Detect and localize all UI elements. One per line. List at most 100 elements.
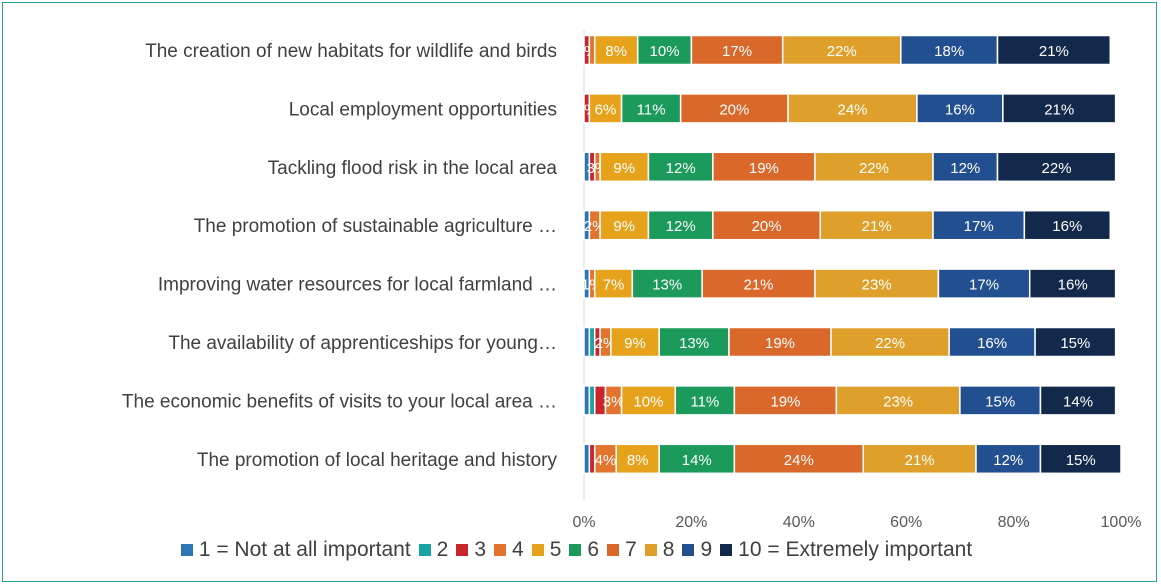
data-label: 23% [862,277,892,294]
legend-swatch [180,544,193,556]
bar-segment [620,385,677,416]
bar-segment [814,268,940,299]
bar-segment [900,34,999,66]
bar-segment [814,151,934,183]
category-label: The promotion of sustainable agriculture… [194,216,557,237]
bar-segment [733,385,838,416]
data-label: 17% [722,43,752,60]
data-label: 15% [1060,335,1090,352]
category-label: The creation of new habitats for wildlif… [145,41,557,62]
data-label: 11% [637,101,666,118]
legend-item: 1 = Not at all important [180,538,411,562]
bar-segment [588,385,596,416]
bar-segment [959,385,1042,416]
data-label: 12% [666,218,696,235]
data-label: 13% [652,277,682,294]
bar-segment [781,34,902,66]
data-label: 9% [613,160,635,177]
legend-swatch [682,544,695,556]
legend-item: 5 [531,538,562,562]
data-label: 19% [765,335,795,352]
bar-segment [690,34,784,66]
bar-segment [647,151,714,183]
legend-swatch [569,544,582,556]
legend-swatch [644,544,657,556]
bar-segment [1039,443,1122,475]
bar-segment [610,326,660,358]
legend-item: 10 = Extremely important [720,538,972,562]
data-label: 24% [784,452,814,469]
bar-segment [862,443,977,475]
bar-segment [712,151,816,183]
bar-segment [1023,209,1112,241]
data-label: 15% [1066,452,1096,469]
chart-legend: 1 = Not at all important 2 3 4 5 6 7 8 9 10 = Ext… [0,538,1161,562]
data-label: 16% [945,101,975,118]
bar-segment [975,443,1042,475]
bar-segment [1028,268,1117,299]
bar-segment [599,209,650,241]
bar-segment [712,209,822,241]
data-label: 17% [969,277,999,294]
data-label: 22% [875,335,905,352]
bar-segment [588,34,596,66]
legend-swatch [418,544,431,556]
bar-segment [701,268,816,299]
bar-segment [996,151,1117,183]
data-label: 9% [624,335,646,352]
data-label: 15% [985,393,1015,410]
bar-segment [937,268,1031,299]
bar-segment [593,268,634,299]
data-label: 23% [883,393,913,410]
data-label: 8% [605,43,627,60]
data-label: 21% [862,218,892,235]
legend-label: 4 [512,538,524,561]
category-label: Tackling flood risk in the local area [268,158,558,179]
data-label: 21% [1044,101,1074,118]
data-label: 11% [690,393,719,410]
data-label: 14% [1063,393,1093,410]
data-label: 21% [1039,43,1069,60]
legend-item: 4 [494,538,524,562]
data-label: 22% [827,43,857,60]
bar-segment [593,34,639,66]
category-label: Local employment opportunities [289,99,557,120]
data-label: 22% [1042,160,1072,177]
bar-segment [679,93,789,124]
bar-segment [830,326,950,358]
data-label: 6% [595,101,617,118]
bar-segment [583,385,591,416]
data-label: 16% [1058,277,1088,294]
x-tick-label: 80% [998,514,1030,531]
data-label: 21% [905,452,935,469]
data-label: 13% [679,335,709,352]
legend-label: 1 = Not at all important [198,538,411,561]
data-label: 16% [977,335,1007,352]
bar-segment [996,34,1112,66]
legend-label: 5 [549,538,562,561]
bar-segment [916,93,1004,124]
bar-segment [599,151,650,183]
legend-swatch [720,544,733,556]
bar-segment [733,443,864,475]
data-label: 24% [837,101,867,118]
bar-segment [932,151,999,183]
data-label: 21% [744,277,774,294]
data-label: 20% [752,218,782,235]
data-label: 12% [950,160,980,177]
bar-segment [1002,93,1117,124]
category-label: The availability of apprenticeships for … [168,333,557,354]
bar-segment [615,443,660,475]
data-label: 4% [595,452,617,469]
data-label: 12% [993,452,1023,469]
x-tick-label: 0% [572,514,595,531]
bar-segment [948,326,1036,358]
legend-item: 9 [682,538,712,562]
bar-segment [583,326,591,358]
data-label: 20% [719,101,749,118]
bar-segment [787,93,918,124]
data-label: 22% [859,160,889,177]
x-tick-label: 60% [890,514,922,531]
legend-item: 6 [569,538,599,562]
